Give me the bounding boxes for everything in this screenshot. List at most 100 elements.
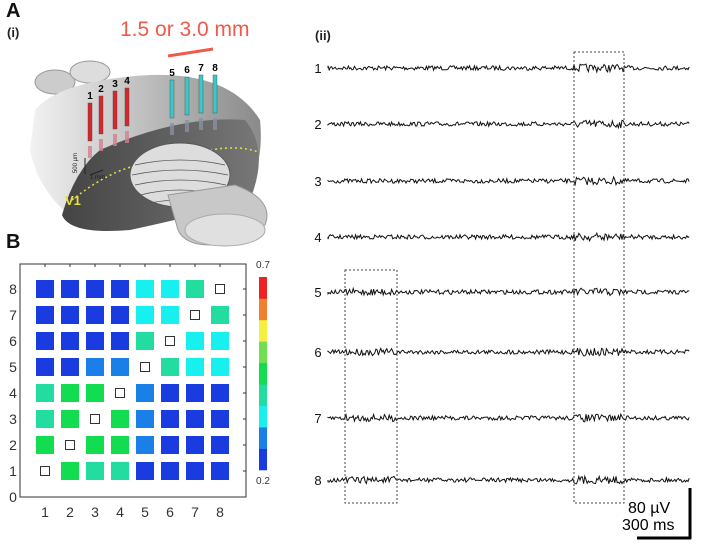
colorbar-band: [259, 298, 267, 321]
diagonal-cell: [115, 388, 125, 398]
electrode-label-3: 3: [112, 79, 118, 90]
electrode-2: [98, 95, 104, 135]
depth-scale-label: 500 µm: [73, 152, 80, 174]
scale-time-label: 300 ms: [622, 517, 675, 534]
matrix-cell: [36, 306, 54, 324]
electrode-7: [198, 74, 204, 114]
y-tick-label: 2: [9, 437, 17, 453]
matrix-cell: [186, 436, 204, 454]
electrode-label-6: 6: [184, 65, 190, 76]
trace-channel-1: [327, 63, 690, 74]
electrode-tip-5: [170, 123, 174, 135]
matrix-cell: [161, 280, 179, 298]
scale-amplitude-label: 80 µV: [628, 500, 671, 517]
y-tick-label: 3: [9, 411, 17, 427]
electrode-tip-1: [88, 146, 92, 158]
x-tick-label: 2: [66, 504, 74, 520]
matrix-cell: [86, 332, 104, 350]
y-tick-label: 7: [9, 307, 17, 323]
matrix-cell: [211, 306, 229, 324]
electrode-label-1: 1: [87, 91, 93, 102]
matrix-cell: [86, 436, 104, 454]
y-tick-label: 8: [9, 281, 17, 297]
matrix-cell: [161, 384, 179, 402]
panel-a-i-label: (i): [7, 25, 20, 40]
trace-channel-5: [327, 286, 690, 297]
x-tick-label: 1: [41, 504, 49, 520]
x-tick-label: 6: [166, 504, 174, 520]
matrix-cell: [111, 410, 129, 428]
matrix-cell: [36, 436, 54, 454]
matrix-cell: [136, 306, 154, 324]
diagonal-cell: [40, 466, 50, 476]
channel-label: 5: [314, 285, 321, 300]
matrix-cell: [86, 358, 104, 376]
colorbar-band: [259, 277, 267, 299]
colorbar-band: [259, 362, 267, 385]
x-tick-label: 7: [191, 504, 199, 520]
matrix-cell: [111, 462, 129, 480]
matrix-cell: [36, 410, 54, 428]
matrix-cell: [36, 358, 54, 376]
electrode-tip-4: [125, 131, 129, 143]
matrix-cell: [111, 306, 129, 324]
width-scale-label: 1 mm: [90, 175, 105, 181]
electrode-label-4: 4: [124, 76, 130, 87]
matrix-cell: [111, 332, 129, 350]
matrix-axes-frame: [19, 263, 247, 498]
trace-channel-4: [327, 231, 690, 243]
matrix-cell: [136, 436, 154, 454]
matrix-cell: [161, 358, 179, 376]
matrix-cell: [86, 306, 104, 324]
matrix-cell: [136, 462, 154, 480]
electrode-tip-8: [213, 118, 217, 130]
channel-label: 8: [314, 473, 321, 488]
matrix-cell: [211, 462, 229, 480]
matrix-cell: [211, 436, 229, 454]
matrix-cell: [211, 358, 229, 376]
panel-b-letter: B: [6, 231, 21, 253]
matrix-cell: [136, 280, 154, 298]
channel-label: 6: [314, 345, 321, 360]
matrix-cell: [186, 358, 204, 376]
matrix-cell: [186, 332, 204, 350]
channel-label: 7: [314, 411, 321, 426]
colorbar-band: [259, 405, 267, 428]
highlight-box-early: [344, 269, 398, 504]
diagonal-cell: [140, 362, 150, 372]
matrix-cell: [186, 384, 204, 402]
matrix-cell: [61, 306, 79, 324]
distance-label: 1.5 or 3.0 mm: [120, 18, 250, 41]
electrode-tip-3: [113, 134, 117, 146]
distance-bar: [167, 47, 214, 58]
electrode-4: [124, 87, 130, 127]
x-tick-label: 8: [216, 504, 224, 520]
trace-channel-6: [327, 347, 690, 357]
x-tick-label: 5: [141, 504, 149, 520]
matrix-cell: [61, 410, 79, 428]
diagonal-cell: [165, 336, 175, 346]
matrix-cell: [86, 384, 104, 402]
matrix-cell: [36, 384, 54, 402]
electrode-8: [212, 74, 218, 114]
electrode-label-7: 7: [198, 63, 204, 74]
correlation-matrix: 1 2 3 4 5 6 7 8 0 1 2 3 4 5 6 7 8 0.7 0.2: [9, 260, 270, 520]
matrix-cell: [186, 280, 204, 298]
y-tick-label: 5: [9, 359, 17, 375]
y-tick-label: 0: [9, 489, 17, 505]
electrode-6: [184, 76, 190, 116]
channel-label: 4: [314, 230, 321, 245]
matrix-cell: [61, 280, 79, 298]
panel-a-letter: A: [6, 0, 21, 22]
electrode-5: [169, 79, 175, 119]
electrode-3: [112, 90, 118, 130]
matrix-cell: [136, 332, 154, 350]
colorbar-band: [259, 319, 267, 342]
matrix-cell: [211, 384, 229, 402]
colorbar-band: [259, 384, 267, 406]
matrix-cell: [186, 462, 204, 480]
matrix-cell: [211, 410, 229, 428]
matrix-cell: [86, 462, 104, 480]
highlight-box-late: [573, 51, 625, 504]
panel-a-ii-label: (ii): [315, 28, 331, 43]
